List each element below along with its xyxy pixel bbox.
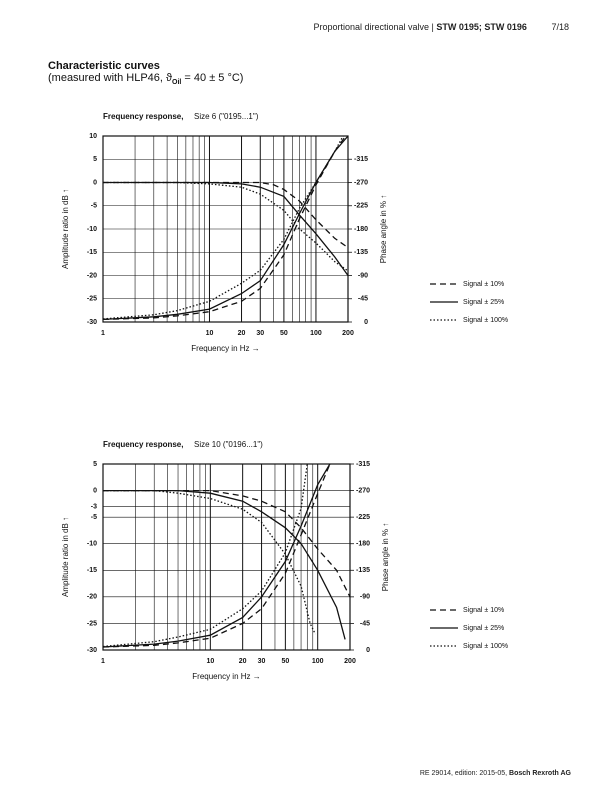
x-tick-label: 10 [206,658,214,665]
curve [103,181,349,276]
x-tick-label: 10 [206,330,214,337]
legend-label: Signal ± 25% [463,625,504,632]
curve [103,181,349,272]
x-tick-label: 1 [101,658,105,665]
y-tick-label: -5 [91,514,97,521]
x-tick-label: 200 [342,330,354,337]
y2-tick-label: 0 [364,319,368,326]
section: Characteristic curves (measured with HLP… [48,60,243,86]
y-tick-label: -25 [87,620,97,627]
subscript: Oil [172,79,182,87]
curve [102,463,331,648]
x-tick-label: 20 [238,330,246,337]
x-tick-label: 30 [256,330,264,337]
y-tick-label: -20 [87,594,97,601]
header-models: STW 0195; STW 0196 [436,22,527,32]
footer-company: Bosch Rexroth AG [509,770,571,777]
curve [102,135,344,320]
y2-tick-label: -225 [354,203,368,210]
section-subtitle: (measured with HLP46, ϑOil = 40 ± 5 °C) [48,72,243,86]
y2-tick-label: -315 [356,461,370,468]
legend-label: Signal ± 100% [463,317,508,324]
chart-subtitle: Size 10 ("0196...1") [194,440,263,449]
y2-tick-label: -270 [354,179,368,186]
y-axis-label: Amplitude ratio in dB ↑ [61,517,70,597]
y-tick-label: -15 [87,567,97,574]
y2-tick-label: -45 [360,620,370,627]
x-axis-label: Frequency in Hz → [192,672,260,681]
y-tick-label: 5 [93,156,97,163]
page-footer: RE 29014, edition: 2015-05, Bosch Rexrot… [420,770,571,777]
subtitle-text: = 40 ± 5 °C) [184,72,244,84]
subtitle-text: (measured with HLP46, ϑ [48,72,173,84]
legend-label: Signal ± 25% [463,299,504,306]
section-title: Characteristic curves [48,60,160,72]
x-tick-label: 200 [344,658,356,665]
y-axis-label: Amplitude ratio in dB ↑ [61,189,70,269]
x-tick-label: 100 [310,330,322,337]
curve [103,489,316,635]
header-title: Proportional directional valve | [313,22,434,32]
y2-tick-label: -135 [356,567,370,574]
chart-subtitle: Size 6 ("0195...1") [194,112,259,121]
curve [103,489,346,640]
plot-frame [102,135,349,323]
legend-label: Signal ± 10% [463,281,504,288]
y2-tick-label: -180 [354,226,368,233]
y-tick-label: -30 [87,319,97,326]
x-tick-label: 1 [101,330,105,337]
x-tick-label: 100 [312,658,324,665]
curve [103,489,351,598]
y2-tick-label: -45 [358,296,368,303]
x-tick-label: 30 [258,658,266,665]
chart-title: Frequency response, [103,112,183,121]
y-tick-label: -5 [91,203,97,210]
x-axis-label: Frequency in Hz → [191,344,259,353]
y2-tick-label: -90 [360,594,370,601]
y-tick-label: 10 [89,133,97,140]
y2-tick-label: -180 [356,541,370,548]
page-number: 7/18 [551,22,569,32]
charts: Frequency response, Size 6 ("0195...1") 1 1… [61,112,508,681]
page-header: Proportional directional valve | STW 019… [313,22,569,32]
y-tick-label: -10 [87,541,97,548]
y2-tick-label: -270 [356,487,370,494]
legend-label: Signal ± 10% [463,607,504,614]
y2-tick-label: -135 [354,249,368,256]
x-tick-label: 50 [281,658,289,665]
footer-text: RE 29014, edition: 2015-05, [419,770,508,777]
y2-tick-label: -90 [358,272,368,279]
curve [102,463,331,648]
y-tick-label: 5 [93,461,97,468]
y2-tick-label: -315 [354,156,368,163]
legend-label: Signal ± 100% [463,643,508,650]
y2-axis-label: Phase angle in % ↑ [381,523,390,592]
y-tick-label: -3 [91,503,97,510]
y-tick-label: -20 [87,272,97,279]
x-tick-label: 50 [280,330,288,337]
plot-frame [102,463,351,651]
curve [102,463,308,648]
y-tick-label: -30 [87,647,97,654]
x-tick-label: 20 [239,658,247,665]
y-tick-label: -25 [87,296,97,303]
y2-axis-label: Phase angle in % ↑ [379,195,388,264]
y2-tick-label: -225 [356,514,370,521]
y-tick-label: -15 [87,249,97,256]
y-tick-label: 0 [93,179,97,186]
chart-title: Frequency response, [103,440,183,449]
y-tick-label: -10 [87,226,97,233]
curve [103,181,349,249]
y-tick-label: 0 [93,487,97,494]
y2-tick-label: 0 [366,647,370,654]
curve [102,135,347,321]
